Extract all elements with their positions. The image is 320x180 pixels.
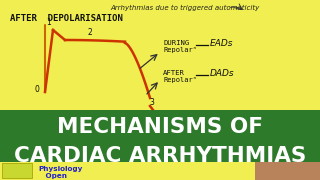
Text: Arrhythmias due to triggered automaticity: Arrhythmias due to triggered automaticit… [110, 5, 260, 11]
Bar [255, 162, 320, 180]
Text: CARDIAC ARRHYTHMIAS: CARDIAC ARRHYTHMIAS [14, 146, 306, 166]
Text: EADs: EADs [210, 39, 234, 48]
Text: Repolarⁿ: Repolarⁿ [163, 77, 197, 83]
Text: 2: 2 [88, 28, 92, 37]
Text: AFTER: AFTER [163, 70, 185, 76]
Text: Open: Open [38, 173, 67, 179]
Text: 1: 1 [47, 18, 52, 27]
Text: DADs: DADs [210, 69, 235, 78]
Text: DURING: DURING [163, 40, 189, 46]
Bar [0, 110, 320, 180]
Bar [2, 163, 32, 178]
Text: Physiology: Physiology [38, 166, 82, 172]
Text: AFTER  DEPOLARISATION: AFTER DEPOLARISATION [10, 14, 123, 23]
Bar [0, 162, 320, 180]
Text: 0: 0 [35, 86, 39, 94]
Text: 3: 3 [149, 98, 155, 107]
Text: Repolarⁿ: Repolarⁿ [163, 47, 197, 53]
Text: MECHANISMS OF: MECHANISMS OF [57, 117, 263, 137]
